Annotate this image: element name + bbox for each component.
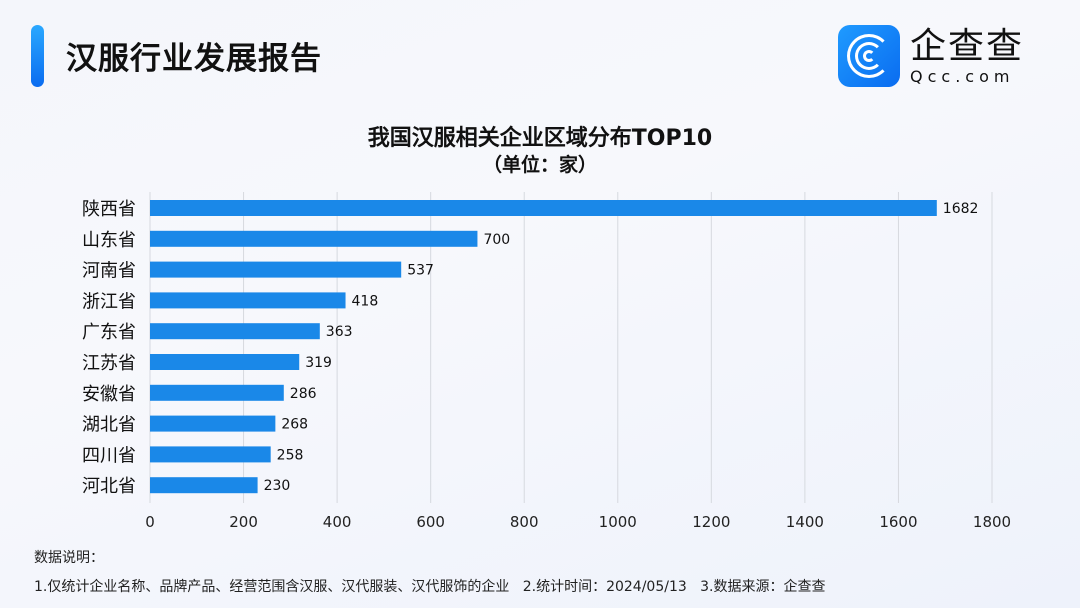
data-label: 418 (352, 293, 379, 309)
notes-heading: 数据说明： (34, 550, 104, 566)
notes-line: 1.仅统计企业名称、品牌产品、经营范围含汉服、汉代服装、汉代服饰的企业 2.统计… (34, 579, 826, 595)
x-tick-label: 400 (323, 513, 352, 531)
logo-name-cn: 企查查 (910, 25, 1025, 67)
data-label: 1682 (943, 201, 979, 217)
bar (150, 292, 346, 309)
data-label: 286 (290, 386, 317, 402)
bar (150, 261, 402, 278)
category-label: 浙江省 (82, 291, 136, 312)
x-tick-label: 200 (229, 513, 258, 531)
logo-name-en: Qcc.com (910, 66, 1015, 86)
x-tick-label: 1200 (692, 513, 730, 531)
chart-title: 我国汉服相关企业区域分布TOP10 (367, 126, 713, 151)
category-label: 广东省 (82, 322, 136, 343)
data-label: 363 (326, 324, 353, 340)
x-tick-label: 800 (510, 513, 539, 531)
data-label: 258 (277, 447, 304, 463)
x-tick-label: 600 (416, 513, 445, 531)
category-label: 河南省 (82, 261, 136, 282)
header-accent-bar (31, 25, 44, 87)
x-tick-label: 1800 (973, 513, 1011, 531)
data-label: 230 (264, 478, 291, 494)
category-label: 安徽省 (82, 384, 136, 405)
bar (150, 415, 276, 432)
bar (150, 354, 300, 370)
x-tick-label: 1600 (879, 513, 917, 531)
category-label: 河北省 (82, 476, 136, 497)
page-title: 汉服行业发展报告 (66, 41, 322, 77)
category-label: 陕西省 (82, 199, 136, 220)
chart-subtitle: （单位：家） (482, 154, 597, 176)
bar (150, 230, 478, 247)
data-label: 537 (407, 263, 434, 279)
bar (150, 446, 271, 463)
qcc-logo-icon (838, 25, 900, 87)
bar (150, 477, 258, 494)
x-tick-label: 1400 (786, 513, 824, 531)
category-label: 江苏省 (82, 353, 136, 374)
data-label: 268 (281, 417, 308, 433)
qcc-logo: 企查查 Qcc.com (838, 25, 1024, 87)
category-label: 四川省 (82, 445, 136, 466)
x-tick-label: 0 (145, 513, 155, 531)
category-label: 山东省 (82, 230, 136, 251)
data-label: 700 (483, 232, 510, 248)
bar (150, 200, 937, 216)
bar (150, 384, 284, 401)
x-tick-label: 1000 (599, 513, 637, 531)
bar (150, 323, 320, 340)
category-label: 湖北省 (82, 415, 136, 436)
data-label: 319 (305, 355, 332, 371)
